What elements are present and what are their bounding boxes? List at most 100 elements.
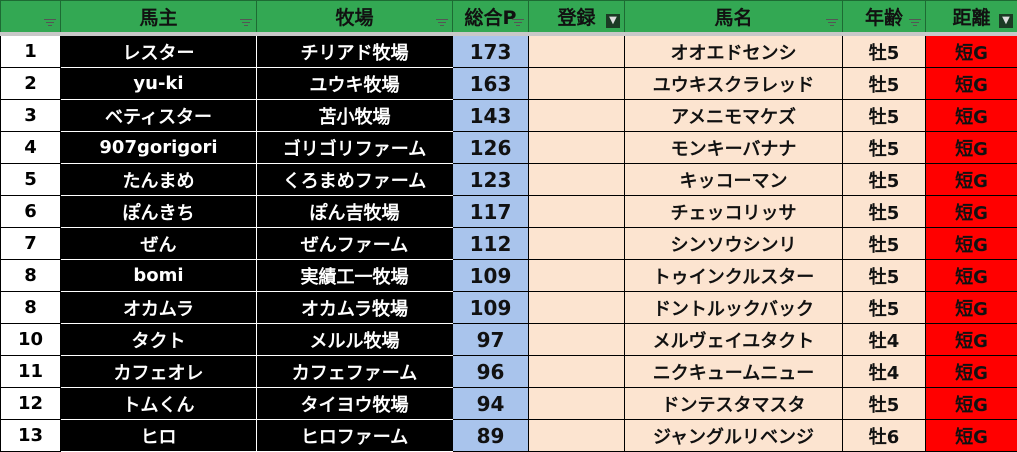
filter-dropdown-icon[interactable] xyxy=(512,19,524,27)
cell-farm[interactable]: ぜんファーム xyxy=(256,227,453,260)
cell-reg[interactable] xyxy=(528,131,625,164)
cell-farm[interactable]: カフェファーム xyxy=(256,355,453,388)
cell-dist[interactable]: 短G xyxy=(925,67,1017,100)
cell-reg[interactable] xyxy=(528,33,625,68)
cell-horse[interactable]: ドントルックバック xyxy=(624,291,843,324)
cell-owner[interactable]: 907gorigori xyxy=(60,131,257,164)
cell-reg[interactable] xyxy=(528,259,625,292)
cell-owner[interactable]: ベティスター xyxy=(60,99,257,132)
cell-dist[interactable]: 短G xyxy=(925,259,1017,292)
cell-points[interactable]: 97 xyxy=(452,323,529,356)
cell-reg[interactable] xyxy=(528,227,625,260)
cell-horse[interactable]: チェッコリッサ xyxy=(624,195,843,228)
cell-farm[interactable]: ヒロファーム xyxy=(256,419,453,452)
cell-farm[interactable]: 苫小牧場 xyxy=(256,99,453,132)
cell-points[interactable]: 117 xyxy=(452,195,529,228)
cell-dist[interactable]: 短G xyxy=(925,131,1017,164)
cell-points[interactable]: 96 xyxy=(452,355,529,388)
cell-farm[interactable]: メルル牧場 xyxy=(256,323,453,356)
cell-dist[interactable]: 短G xyxy=(925,291,1017,324)
cell-rank[interactable]: 7 xyxy=(0,227,61,260)
cell-dist[interactable]: 短G xyxy=(925,99,1017,132)
cell-age[interactable]: 牡5 xyxy=(842,227,926,260)
cell-farm[interactable]: ユウキ牧場 xyxy=(256,67,453,100)
cell-reg[interactable] xyxy=(528,291,625,324)
cell-rank[interactable]: 6 xyxy=(0,195,61,228)
filter-active-icon[interactable]: ▼ xyxy=(606,14,620,28)
cell-rank[interactable]: 13 xyxy=(0,419,61,452)
filter-dropdown-icon[interactable] xyxy=(826,19,838,27)
cell-dist[interactable]: 短G xyxy=(925,323,1017,356)
cell-age[interactable]: 牡5 xyxy=(842,131,926,164)
cell-age[interactable]: 牡5 xyxy=(842,291,926,324)
cell-dist[interactable]: 短G xyxy=(925,195,1017,228)
filter-dropdown-icon[interactable] xyxy=(240,19,252,27)
cell-rank[interactable]: 3 xyxy=(0,99,61,132)
cell-owner[interactable]: yu-ki xyxy=(60,67,257,100)
cell-points[interactable]: 109 xyxy=(452,259,529,292)
cell-points[interactable]: 143 xyxy=(452,99,529,132)
cell-age[interactable]: 牡5 xyxy=(842,259,926,292)
cell-dist[interactable]: 短G xyxy=(925,163,1017,196)
cell-farm[interactable]: オカムラ牧場 xyxy=(256,291,453,324)
cell-farm[interactable]: くろまめファーム xyxy=(256,163,453,196)
cell-points[interactable]: 89 xyxy=(452,419,529,452)
cell-age[interactable]: 牡5 xyxy=(842,195,926,228)
cell-age[interactable]: 牡5 xyxy=(842,387,926,420)
cell-farm[interactable]: タイヨウ牧場 xyxy=(256,387,453,420)
cell-owner[interactable]: ヒロ xyxy=(60,419,257,452)
filter-active-icon[interactable]: ▼ xyxy=(999,14,1013,28)
cell-points[interactable]: 109 xyxy=(452,291,529,324)
cell-reg[interactable] xyxy=(528,67,625,100)
cell-reg[interactable] xyxy=(528,99,625,132)
cell-reg[interactable] xyxy=(528,387,625,420)
cell-age[interactable]: 牡4 xyxy=(842,323,926,356)
cell-owner[interactable]: トムくん xyxy=(60,387,257,420)
cell-dist[interactable]: 短G xyxy=(925,419,1017,452)
cell-farm[interactable]: チリアド牧場 xyxy=(256,33,453,68)
cell-farm[interactable]: 実績工一牧場 xyxy=(256,259,453,292)
cell-horse[interactable]: オオエドセンシ xyxy=(624,33,843,68)
cell-owner[interactable]: オカムラ xyxy=(60,291,257,324)
cell-horse[interactable]: ユウキスクラレッド xyxy=(624,67,843,100)
cell-age[interactable]: 牡4 xyxy=(842,355,926,388)
cell-horse[interactable]: ドンテスタマスタ xyxy=(624,387,843,420)
cell-horse[interactable]: シンソウシンリ xyxy=(624,227,843,260)
cell-horse[interactable]: モンキーバナナ xyxy=(624,131,843,164)
cell-owner[interactable]: タクト xyxy=(60,323,257,356)
cell-reg[interactable] xyxy=(528,355,625,388)
cell-rank[interactable]: 8 xyxy=(0,259,61,292)
cell-owner[interactable]: ぜん xyxy=(60,227,257,260)
filter-dropdown-icon[interactable] xyxy=(436,19,448,27)
cell-horse[interactable]: トゥインクルスター xyxy=(624,259,843,292)
cell-rank[interactable]: 12 xyxy=(0,387,61,420)
cell-horse[interactable]: アメニモマケズ xyxy=(624,99,843,132)
cell-farm[interactable]: ぽん吉牧場 xyxy=(256,195,453,228)
cell-dist[interactable]: 短G xyxy=(925,355,1017,388)
cell-rank[interactable]: 4 xyxy=(0,131,61,164)
cell-points[interactable]: 126 xyxy=(452,131,529,164)
cell-farm[interactable]: ゴリゴリファーム xyxy=(256,131,453,164)
cell-age[interactable]: 牡5 xyxy=(842,99,926,132)
cell-reg[interactable] xyxy=(528,163,625,196)
cell-points[interactable]: 173 xyxy=(452,33,529,68)
cell-points[interactable]: 123 xyxy=(452,163,529,196)
cell-horse[interactable]: メルヴェイユタクト xyxy=(624,323,843,356)
cell-age[interactable]: 牡6 xyxy=(842,419,926,452)
cell-rank[interactable]: 11 xyxy=(0,355,61,388)
cell-reg[interactable] xyxy=(528,323,625,356)
cell-horse[interactable]: キッコーマン xyxy=(624,163,843,196)
cell-owner[interactable]: カフェオレ xyxy=(60,355,257,388)
cell-owner[interactable]: たんまめ xyxy=(60,163,257,196)
cell-rank[interactable]: 1 xyxy=(0,33,61,68)
cell-dist[interactable]: 短G xyxy=(925,227,1017,260)
cell-points[interactable]: 163 xyxy=(452,67,529,100)
cell-rank[interactable]: 8 xyxy=(0,291,61,324)
cell-owner[interactable]: レスター xyxy=(60,33,257,68)
filter-dropdown-icon[interactable] xyxy=(44,19,56,27)
cell-rank[interactable]: 10 xyxy=(0,323,61,356)
cell-points[interactable]: 112 xyxy=(452,227,529,260)
cell-points[interactable]: 94 xyxy=(452,387,529,420)
cell-dist[interactable]: 短G xyxy=(925,33,1017,68)
cell-owner[interactable]: ぽんきち xyxy=(60,195,257,228)
